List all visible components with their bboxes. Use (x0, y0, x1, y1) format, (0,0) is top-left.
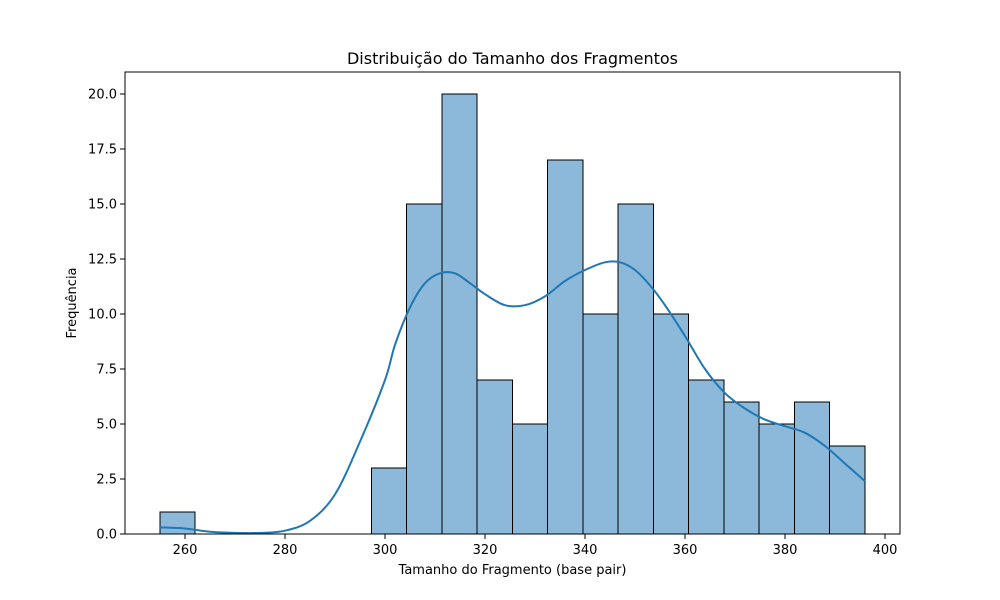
histogram-bar (512, 423, 548, 535)
histogram-bar (723, 401, 760, 535)
x-tick-label: 300 (373, 543, 398, 558)
y-axis-ticks: 0.0 2.5 5.0 7.5 10.0 12.5 15.0 17.5 20.0 (88, 88, 125, 543)
histogram-bar (371, 467, 407, 535)
histogram-bar (582, 313, 619, 535)
y-tick-label: 5.0 (96, 418, 117, 433)
y-tick-label: 7.5 (96, 363, 117, 378)
histogram-bar (441, 93, 478, 535)
x-tick-label: 400 (873, 543, 898, 558)
histogram-bar (406, 203, 443, 535)
y-tick-label: 17.5 (88, 143, 117, 158)
chart-title: Distribuição do Tamanho dos Fragmentos (347, 49, 678, 68)
y-tick-label: 2.5 (96, 473, 117, 488)
histogram-bar (159, 511, 196, 535)
x-axis-ticks: 260 280 300 320 340 360 380 400 (173, 534, 898, 558)
y-tick-label: 20.0 (88, 88, 117, 103)
histogram-bar (794, 401, 830, 535)
x-tick-label: 260 (173, 543, 198, 558)
x-tick-label: 320 (473, 543, 498, 558)
histogram-bar (476, 379, 513, 535)
histogram-bar (653, 313, 689, 535)
y-axis-title: Frequência (65, 267, 80, 338)
x-tick-label: 360 (673, 543, 698, 558)
x-tick-label: 280 (273, 543, 298, 558)
y-tick-label: 15.0 (88, 198, 117, 213)
histogram-bars (159, 93, 866, 535)
y-tick-label: 12.5 (88, 253, 117, 268)
y-tick-label: 0.0 (96, 528, 117, 543)
histogram-bar (688, 379, 725, 535)
histogram-bar (829, 445, 866, 535)
plot-area-frame (124, 71, 901, 535)
histogram-bar (547, 159, 584, 535)
histogram-bar (617, 203, 654, 535)
x-tick-label: 380 (773, 543, 798, 558)
x-axis-title: Tamanho do Fragmento (base pair) (398, 563, 627, 578)
y-tick-label: 10.0 (88, 308, 117, 323)
x-tick-label: 340 (573, 543, 598, 558)
kde-curve (159, 260, 866, 535)
histogram-bar (758, 423, 795, 535)
